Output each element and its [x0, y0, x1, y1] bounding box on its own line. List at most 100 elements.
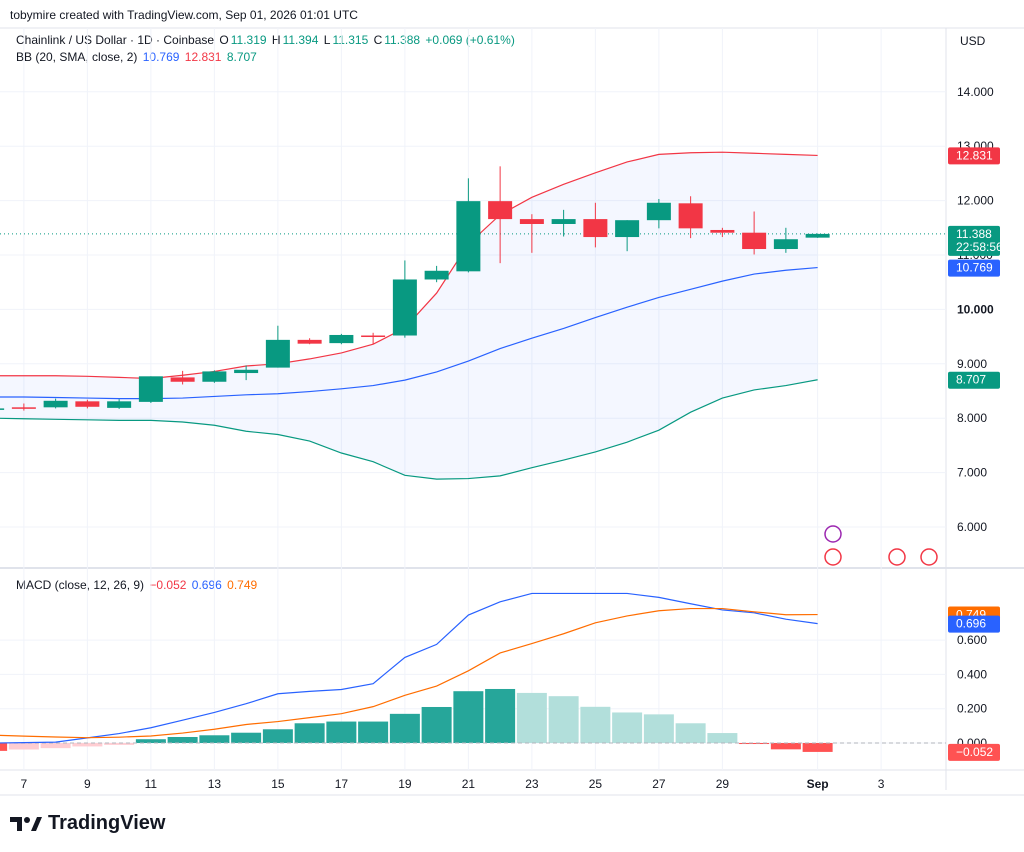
- candle-body: [424, 270, 449, 280]
- y-tick-label: 14.000: [957, 85, 994, 99]
- bb-upper-value: 12.831: [184, 50, 222, 64]
- basis-price-label-bg: [948, 259, 1000, 277]
- x-tick-label: 29: [716, 777, 730, 791]
- last-price-label: 22:58:56: [956, 240, 1003, 254]
- currency-label[interactable]: USD: [960, 34, 986, 48]
- candle-body: [456, 201, 481, 272]
- bb-legend: BB (20, SMA, close, 2) 10.769 12.831 8.7…: [16, 50, 259, 64]
- macd-histogram-bar: [72, 743, 103, 747]
- x-tick-label: 27: [652, 777, 666, 791]
- macd-histogram-bar: [104, 743, 135, 745]
- x-tick-label: 15: [271, 777, 285, 791]
- macd-price-label-bg: [948, 615, 1000, 633]
- x-tick-label: 23: [525, 777, 539, 791]
- macd-histogram-bar: [802, 743, 833, 752]
- macd-hist-price-label-bg: [948, 743, 1000, 761]
- high-value: 11.394: [282, 33, 319, 47]
- upper-band-price-label: 12.831: [956, 148, 993, 162]
- candle-body: [678, 203, 703, 229]
- candle-body: [361, 335, 386, 338]
- macd-price-label: 0.696: [956, 617, 986, 631]
- x-tick-label: 9: [84, 777, 91, 791]
- bollinger-basis-line: [0, 266, 818, 400]
- macd-histogram-bar: [135, 739, 166, 743]
- macd-histogram-bar: [262, 729, 293, 743]
- bb-lower-value: 8.707: [226, 50, 257, 64]
- chart-header: tobymire created with TradingView.com, S…: [10, 8, 358, 22]
- symbol-label[interactable]: Chainlink / US Dollar · 1D · Coinbase: [16, 33, 215, 47]
- candle-body: [488, 201, 513, 220]
- close-value: 11.388: [384, 33, 421, 47]
- y-tick-label: 0.200: [957, 702, 987, 716]
- candle-body: [742, 232, 767, 250]
- y-tick-label: 6.000: [957, 520, 987, 534]
- x-tick-label: 25: [589, 777, 603, 791]
- candle-body: [329, 334, 354, 344]
- macd-hist-value: −0.052: [149, 578, 187, 592]
- change-value: +0.069 (+0.61%): [425, 33, 515, 47]
- lower-band-price-label-bg: [948, 371, 1000, 389]
- bb-basis-value: 10.769: [142, 50, 180, 64]
- macd-histogram-bar: [326, 721, 357, 743]
- candle-body: [202, 371, 227, 382]
- x-tick-label: 21: [462, 777, 476, 791]
- open-label: O: [219, 33, 229, 47]
- basis-price-label: 10.769: [956, 261, 993, 275]
- us-flag-event-icon: [824, 548, 842, 566]
- macd-histogram-bar: [770, 743, 801, 750]
- y-tick-label: 9.000: [957, 357, 987, 371]
- macd-histogram-bar: [739, 743, 770, 745]
- candle-body: [265, 339, 290, 368]
- x-tick-label: 17: [335, 777, 349, 791]
- candle-body: [138, 376, 163, 402]
- y-tick-label: 10.000: [957, 302, 994, 316]
- open-value: 11.319: [230, 33, 267, 47]
- candle-body: [297, 339, 322, 344]
- macd-histogram-bar: [40, 743, 71, 749]
- last-price-label-bg: [948, 225, 1000, 256]
- candle-body: [710, 229, 735, 233]
- macd-histogram-bar: [0, 743, 8, 751]
- bb-label[interactable]: BB (20, SMA, close, 2): [16, 50, 138, 64]
- macd-histogram-bar: [358, 721, 389, 743]
- candle-body: [75, 401, 100, 407]
- x-tick-label: 11: [145, 777, 158, 791]
- us-flag-event-icon: [920, 548, 938, 566]
- low-label: L: [323, 33, 331, 47]
- candle-body: [170, 377, 195, 382]
- candle-body: [43, 400, 68, 408]
- x-tick-label: 19: [398, 777, 412, 791]
- candle-body: [519, 219, 544, 224]
- x-tick-label: 3: [878, 777, 885, 791]
- candle-body: [234, 369, 259, 374]
- macd-label[interactable]: MACD (close, 12, 26, 9): [16, 578, 145, 592]
- macd-signal-value: 0.749: [227, 578, 258, 592]
- candle-body: [392, 279, 417, 336]
- bollinger-lower-line: [0, 379, 818, 480]
- x-tick-label: 13: [208, 777, 222, 791]
- y-tick-label: 12.000: [957, 194, 994, 208]
- candle-body: [646, 202, 671, 221]
- macd-histogram-bar: [167, 736, 198, 743]
- tradingview-logo: TradingView: [10, 812, 165, 835]
- macd-histogram-bar: [8, 743, 39, 750]
- candle-body: [773, 239, 798, 250]
- candle-body: [551, 219, 576, 224]
- tradingview-logo-icon: [10, 816, 42, 831]
- macd-histogram-bar: [453, 691, 484, 743]
- x-tick-label: Sep: [807, 777, 829, 791]
- close-label: C: [373, 33, 383, 47]
- macd-histogram-bar: [675, 723, 706, 743]
- chart-canvas[interactable]: 7 9 11 13 15 17 19 21 23 25 27 29 Sep 3 6.000 7.000 8.00…: [0, 0, 1024, 800]
- candle-body: [615, 220, 640, 238]
- macd-histogram-bar: [516, 692, 547, 743]
- candle-body: [107, 401, 132, 408]
- upper-band-price-label-bg: [948, 147, 1000, 165]
- macd-histogram-bar: [231, 732, 262, 743]
- lower-band-price-label: 8.707: [956, 373, 986, 387]
- macd-histogram-bar: [707, 733, 738, 743]
- candle-body: [805, 233, 830, 238]
- macd-histogram-bar: [580, 706, 611, 743]
- high-label: H: [271, 33, 281, 47]
